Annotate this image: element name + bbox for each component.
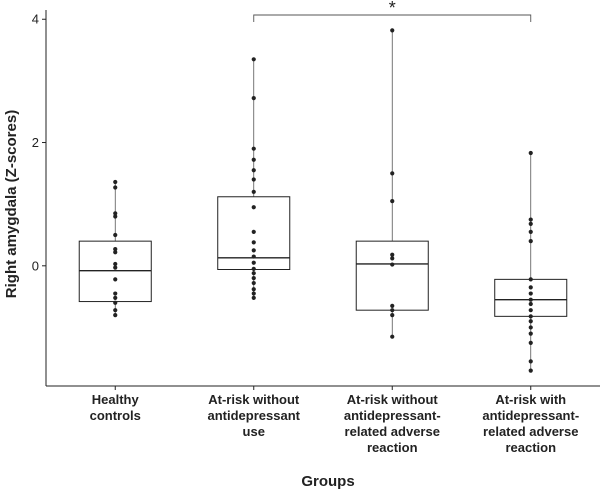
data-point xyxy=(528,150,533,156)
bracket-line xyxy=(253,14,532,22)
data-point xyxy=(251,146,256,151)
significance-bracket: * xyxy=(253,0,532,22)
data-point xyxy=(390,171,395,176)
data-points xyxy=(113,28,533,373)
x-tick-label-line: Healthy xyxy=(92,392,140,407)
data-point xyxy=(113,308,118,313)
data-point xyxy=(390,256,395,261)
data-point xyxy=(528,229,533,235)
data-point xyxy=(113,214,118,219)
x-axis-title: Groups xyxy=(301,473,354,490)
data-point xyxy=(528,297,533,302)
data-point xyxy=(528,277,533,282)
data-point xyxy=(251,168,256,173)
data-point xyxy=(251,57,256,62)
data-point xyxy=(251,229,256,235)
data-point xyxy=(390,198,395,204)
data-point xyxy=(113,247,118,252)
x-tick-label-line: use xyxy=(243,424,265,439)
data-point xyxy=(390,252,395,257)
data-point xyxy=(251,177,256,182)
data-point xyxy=(528,325,533,330)
data-point xyxy=(251,240,256,245)
data-point xyxy=(251,248,256,253)
x-tick-label-line: related adverse xyxy=(345,424,440,439)
box xyxy=(355,240,429,311)
data-point xyxy=(528,217,533,222)
data-point xyxy=(251,205,256,210)
data-point xyxy=(113,295,118,300)
x-tick-label-line: At-risk with xyxy=(495,392,566,407)
data-point xyxy=(251,276,256,281)
data-point xyxy=(528,285,533,290)
x-tick-label-line: antidepressant- xyxy=(482,408,579,423)
y-axis-title: Right amygdala (Z-scores) xyxy=(3,110,20,298)
data-point xyxy=(113,250,118,255)
data-point xyxy=(113,277,118,282)
data-point xyxy=(528,221,533,226)
data-point xyxy=(113,179,118,185)
data-point xyxy=(251,271,256,276)
x-tick-label: At-risk without antidepressant-related ad… xyxy=(344,392,441,455)
data-point xyxy=(528,319,533,324)
data-point xyxy=(390,262,395,267)
data-point xyxy=(251,157,256,162)
data-point xyxy=(528,301,533,307)
data-point xyxy=(251,287,256,292)
data-point xyxy=(390,313,395,318)
x-tick-label-line: antidepressant xyxy=(208,408,301,423)
data-point xyxy=(251,266,256,271)
x-tick-label-line: At-risk without xyxy=(347,392,439,407)
data-point xyxy=(390,308,395,313)
data-point xyxy=(390,28,395,33)
significance-label: * xyxy=(389,0,396,18)
data-point xyxy=(251,96,256,101)
data-point xyxy=(113,232,118,238)
x-tick-label-line: At-risk without xyxy=(208,392,300,407)
data-point xyxy=(113,185,118,190)
data-point xyxy=(528,359,533,364)
y-ticks: 0 2 4 xyxy=(32,12,46,273)
y-tick-label: 2 xyxy=(32,135,39,150)
data-point xyxy=(251,189,256,194)
data-point xyxy=(528,331,533,336)
data-point xyxy=(390,303,395,308)
data-point xyxy=(528,368,533,373)
data-point xyxy=(113,300,118,305)
data-point xyxy=(251,254,256,259)
data-point xyxy=(528,308,533,313)
data-point xyxy=(113,261,118,267)
y-tick-label: 4 xyxy=(32,12,39,27)
x-tick-label-line: antidepressant- xyxy=(344,408,441,423)
data-point xyxy=(113,291,118,296)
data-point xyxy=(251,291,256,296)
x-tick-label: Healthy controls xyxy=(90,392,141,423)
x-tick-label-line: reaction xyxy=(505,440,556,455)
axes xyxy=(45,10,600,387)
x-tick-label: At-risk without antidepressant use xyxy=(208,392,301,439)
x-tick-label-line: related adverse xyxy=(483,424,578,439)
x-tick-label: At-risk with antidepressant-related adver… xyxy=(482,392,579,455)
data-point xyxy=(251,280,256,286)
data-point xyxy=(251,295,256,300)
data-point xyxy=(528,239,533,244)
y-tick-label: 0 xyxy=(32,258,39,273)
boxes xyxy=(78,30,568,390)
data-point xyxy=(390,334,395,339)
x-tick-label-line: reaction xyxy=(367,440,418,455)
data-point xyxy=(251,260,256,265)
data-point xyxy=(113,265,118,270)
data-point xyxy=(113,313,118,318)
data-point xyxy=(528,291,533,296)
data-point xyxy=(528,340,533,345)
data-point xyxy=(113,211,118,216)
x-tick-label-line: controls xyxy=(90,408,141,423)
data-point xyxy=(528,314,533,319)
